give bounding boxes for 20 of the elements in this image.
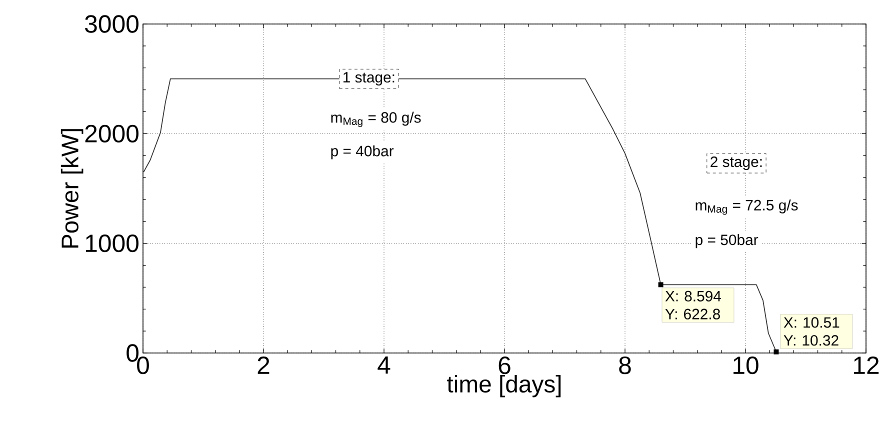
x-tick-label: 2: [258, 356, 270, 374]
annotation: p = 40bar: [331, 145, 394, 160]
x-tick-label: 8: [619, 356, 631, 374]
x-tick-label: 4: [378, 356, 390, 374]
x-tick-label: 12: [854, 356, 879, 374]
annotation: X: 8.594 Y: 622.8: [665, 290, 722, 320]
annotation: m$_{Mag}$ = 80 g/s: [331, 112, 421, 128]
y-tick-label: 1000: [86, 234, 138, 252]
y-tick-label: 0: [126, 344, 139, 362]
annotation: p = 50bar: [696, 234, 758, 248]
x-tick-label: 10: [734, 356, 758, 374]
y-axis-title: Power [kW]: [60, 129, 84, 248]
x-tick-label: 6: [498, 356, 510, 374]
y-tick-label: 2000: [85, 124, 138, 142]
annotation: 2 stage:: [710, 156, 762, 170]
annotation: X: 10.51 Y: 10.32: [784, 317, 840, 346]
annotation: 1 stage:: [343, 72, 394, 86]
annotation: m$_{Mag}$ = 72.5 g/s: [696, 200, 798, 215]
x-axis-title: time [days]: [447, 375, 561, 398]
y-tick-label: 3000: [85, 15, 138, 33]
